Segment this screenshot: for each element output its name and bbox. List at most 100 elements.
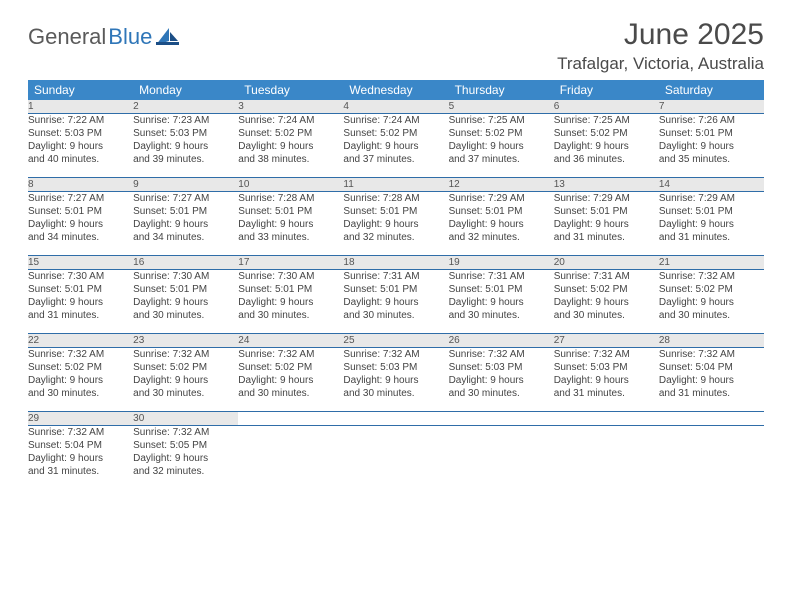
day-d1: Daylight: 9 hours [449, 374, 554, 387]
day-d1: Daylight: 9 hours [449, 218, 554, 231]
day-header: Tuesday [238, 80, 343, 100]
day-d2: and 30 minutes. [238, 387, 343, 400]
day-sunset: Sunset: 5:02 PM [343, 127, 448, 140]
day-cell: Sunrise: 7:24 AMSunset: 5:02 PMDaylight:… [238, 114, 343, 178]
day-sunset: Sunset: 5:02 PM [554, 283, 659, 296]
day-d1: Daylight: 9 hours [554, 218, 659, 231]
week-row: Sunrise: 7:32 AMSunset: 5:02 PMDaylight:… [28, 348, 764, 412]
day-number-cell: 20 [554, 256, 659, 270]
day-cell: Sunrise: 7:32 AMSunset: 5:03 PMDaylight:… [449, 348, 554, 412]
day-sunset: Sunset: 5:02 PM [659, 283, 764, 296]
day-cell: Sunrise: 7:29 AMSunset: 5:01 PMDaylight:… [659, 192, 764, 256]
day-sunrise: Sunrise: 7:25 AM [554, 114, 659, 127]
day-sunrise: Sunrise: 7:27 AM [133, 192, 238, 205]
day-cell [659, 426, 764, 490]
day-sunset: Sunset: 5:02 PM [28, 361, 133, 374]
day-d2: and 30 minutes. [659, 309, 764, 322]
title-block: June 2025 Trafalgar, Victoria, Australia [557, 18, 764, 74]
week-row: Sunrise: 7:32 AMSunset: 5:04 PMDaylight:… [28, 426, 764, 490]
day-cell: Sunrise: 7:30 AMSunset: 5:01 PMDaylight:… [28, 270, 133, 334]
day-sunset: Sunset: 5:01 PM [238, 205, 343, 218]
day-d1: Daylight: 9 hours [449, 140, 554, 153]
day-sunset: Sunset: 5:01 PM [343, 205, 448, 218]
day-number-row: 891011121314 [28, 178, 764, 192]
day-cell: Sunrise: 7:26 AMSunset: 5:01 PMDaylight:… [659, 114, 764, 178]
day-number-cell: 4 [343, 100, 448, 114]
day-number-cell: 16 [133, 256, 238, 270]
day-d1: Daylight: 9 hours [554, 296, 659, 309]
day-number-cell: 19 [449, 256, 554, 270]
day-d1: Daylight: 9 hours [238, 218, 343, 231]
day-sunrise: Sunrise: 7:24 AM [238, 114, 343, 127]
day-sunrise: Sunrise: 7:30 AM [28, 270, 133, 283]
day-header: Saturday [659, 80, 764, 100]
day-number-cell: 3 [238, 100, 343, 114]
day-d2: and 31 minutes. [659, 231, 764, 244]
day-cell: Sunrise: 7:32 AMSunset: 5:02 PMDaylight:… [133, 348, 238, 412]
day-cell: Sunrise: 7:32 AMSunset: 5:04 PMDaylight:… [28, 426, 133, 490]
day-d1: Daylight: 9 hours [554, 140, 659, 153]
day-cell: Sunrise: 7:23 AMSunset: 5:03 PMDaylight:… [133, 114, 238, 178]
day-cell: Sunrise: 7:32 AMSunset: 5:04 PMDaylight:… [659, 348, 764, 412]
day-header: Wednesday [343, 80, 448, 100]
day-cell: Sunrise: 7:31 AMSunset: 5:01 PMDaylight:… [343, 270, 448, 334]
day-d1: Daylight: 9 hours [133, 140, 238, 153]
day-cell: Sunrise: 7:31 AMSunset: 5:02 PMDaylight:… [554, 270, 659, 334]
day-sunset: Sunset: 5:03 PM [28, 127, 133, 140]
day-d2: and 34 minutes. [28, 231, 133, 244]
day-sunset: Sunset: 5:05 PM [133, 439, 238, 452]
day-number-cell: 17 [238, 256, 343, 270]
day-sunset: Sunset: 5:01 PM [28, 205, 133, 218]
day-d1: Daylight: 9 hours [133, 296, 238, 309]
day-sunset: Sunset: 5:02 PM [554, 127, 659, 140]
day-cell: Sunrise: 7:25 AMSunset: 5:02 PMDaylight:… [449, 114, 554, 178]
day-d2: and 34 minutes. [133, 231, 238, 244]
day-d1: Daylight: 9 hours [554, 374, 659, 387]
day-cell: Sunrise: 7:29 AMSunset: 5:01 PMDaylight:… [554, 192, 659, 256]
day-sunset: Sunset: 5:03 PM [133, 127, 238, 140]
day-sunrise: Sunrise: 7:22 AM [28, 114, 133, 127]
day-d2: and 31 minutes. [659, 387, 764, 400]
day-cell: Sunrise: 7:32 AMSunset: 5:02 PMDaylight:… [659, 270, 764, 334]
day-number-cell: 11 [343, 178, 448, 192]
day-d2: and 30 minutes. [449, 309, 554, 322]
day-number-cell: 25 [343, 334, 448, 348]
month-title: June 2025 [557, 18, 764, 52]
day-cell: Sunrise: 7:27 AMSunset: 5:01 PMDaylight:… [28, 192, 133, 256]
day-number-row: 1234567 [28, 100, 764, 114]
day-d1: Daylight: 9 hours [28, 140, 133, 153]
day-d1: Daylight: 9 hours [659, 140, 764, 153]
day-number-cell: 26 [449, 334, 554, 348]
day-sunset: Sunset: 5:01 PM [133, 283, 238, 296]
day-cell: Sunrise: 7:32 AMSunset: 5:02 PMDaylight:… [238, 348, 343, 412]
day-d1: Daylight: 9 hours [133, 374, 238, 387]
day-cell [554, 426, 659, 490]
day-d2: and 31 minutes. [554, 387, 659, 400]
day-number-cell: 6 [554, 100, 659, 114]
day-cell: Sunrise: 7:28 AMSunset: 5:01 PMDaylight:… [343, 192, 448, 256]
day-d1: Daylight: 9 hours [28, 218, 133, 231]
day-sunset: Sunset: 5:04 PM [28, 439, 133, 452]
day-number-cell: 9 [133, 178, 238, 192]
day-number-cell: 1 [28, 100, 133, 114]
day-d2: and 33 minutes. [238, 231, 343, 244]
calendar-page: GeneralBlue June 2025 Trafalgar, Victori… [0, 0, 792, 490]
day-sunset: Sunset: 5:01 PM [449, 205, 554, 218]
day-d2: and 30 minutes. [554, 309, 659, 322]
day-sunset: Sunset: 5:01 PM [449, 283, 554, 296]
day-sunrise: Sunrise: 7:32 AM [238, 348, 343, 361]
day-number-cell: 13 [554, 178, 659, 192]
day-number-cell: 15 [28, 256, 133, 270]
day-number-cell: 24 [238, 334, 343, 348]
day-number-cell [449, 412, 554, 426]
day-sunset: Sunset: 5:02 PM [449, 127, 554, 140]
day-number-cell: 10 [238, 178, 343, 192]
day-cell: Sunrise: 7:24 AMSunset: 5:02 PMDaylight:… [343, 114, 448, 178]
day-sunrise: Sunrise: 7:29 AM [554, 192, 659, 205]
day-d2: and 31 minutes. [554, 231, 659, 244]
day-d1: Daylight: 9 hours [343, 374, 448, 387]
day-sunrise: Sunrise: 7:30 AM [238, 270, 343, 283]
day-sunrise: Sunrise: 7:32 AM [28, 426, 133, 439]
day-d1: Daylight: 9 hours [238, 374, 343, 387]
day-cell: Sunrise: 7:32 AMSunset: 5:02 PMDaylight:… [28, 348, 133, 412]
